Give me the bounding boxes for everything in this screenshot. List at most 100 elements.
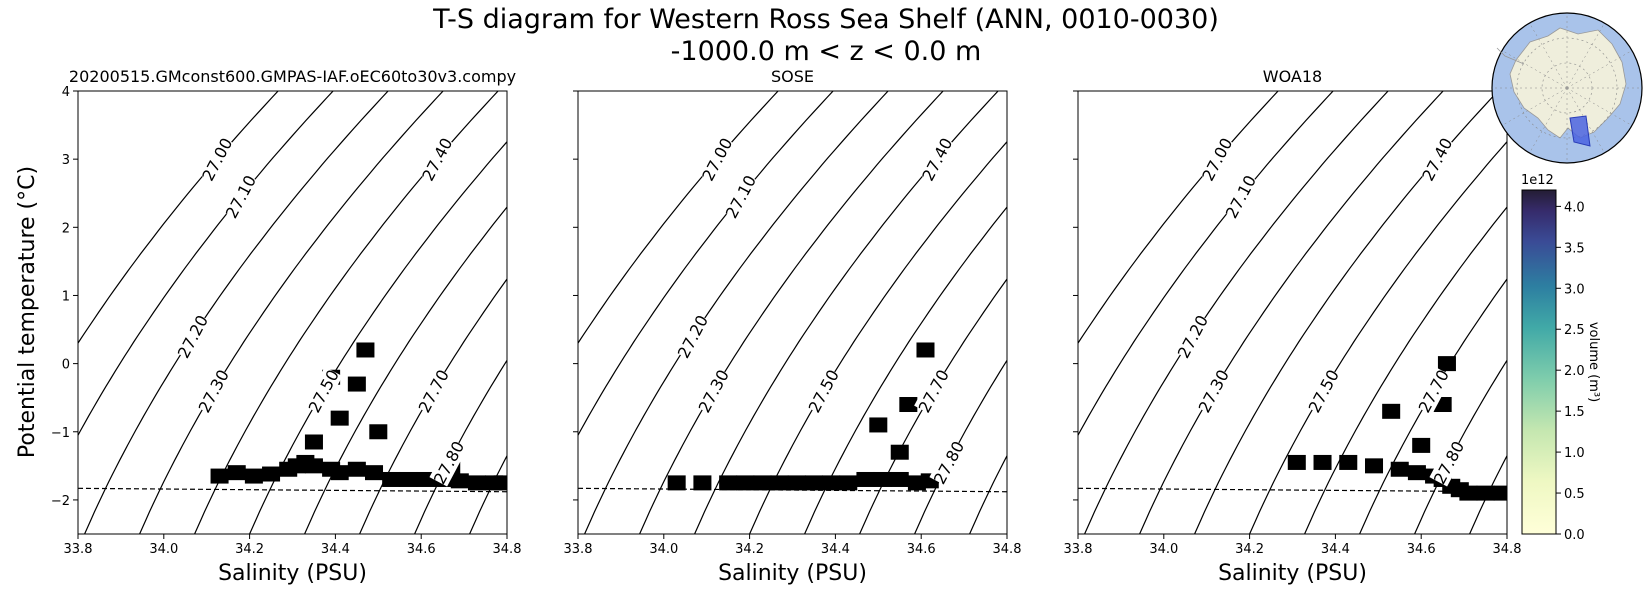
y-tick-label: −1 [51,426,70,441]
contour-label-bg [1304,366,1343,416]
contour-label-bg [804,366,843,416]
colorbar-label: volume (m³) [1586,322,1601,402]
colorbar-tick-label: 4.0 [1564,200,1585,215]
heatmap-bin [450,473,469,489]
density-contour-27.50 [749,140,1007,534]
contour-label-text: 27.50 [305,366,343,415]
y-axis-label: Potential temperature (°C) [15,166,40,458]
plot-frame [577,90,1008,535]
contour-label-27.70: 27.70 [914,366,953,416]
contour-label-bg [1194,366,1233,416]
density-contour-27.90 [469,454,507,534]
x-tick-label: 34.4 [321,542,350,557]
x-tick-label: 33.8 [1064,542,1093,557]
plot-area: 27.0027.1027.2027.3027.4027.5027.6027.70… [78,91,566,534]
heatmap-bin [667,475,686,491]
heatmap-bin [493,475,507,491]
heatmap-bin [356,342,375,358]
colorbar-tick-label: 3.5 [1564,241,1585,256]
contour-label-bg [1417,135,1457,184]
contour-label-27.30: 27.30 [694,366,733,416]
density-contour-27.10 [78,91,334,437]
contour-label-text: 27.20 [674,312,712,361]
density-contour-27.00 [1078,91,1279,345]
x-tick-label: 34.8 [993,542,1022,557]
heatmap-bin [244,468,263,484]
x-tick-label: 34.0 [1149,542,1178,557]
x-tick-label: 34.8 [493,542,522,557]
x-axis-label: Salinity (PSU) [1218,561,1367,586]
colorbar-tick-label: 2.0 [1564,364,1585,379]
heatmap-bin [1459,485,1478,501]
contour-label-text: 27.20 [174,312,212,361]
contour-label-bg [721,172,760,221]
x-tick-label: 34.4 [1321,542,1350,557]
contour-label-bg [1023,472,1061,520]
contour-label-text: 27.00 [198,135,236,184]
contour-label-27.50: 27.50 [304,366,343,416]
colorbar-tick-label: 2.5 [1564,323,1585,338]
plot-frame [1077,90,1508,535]
contour-label-bg [1028,135,1066,183]
contour-label-text: 27.10 [722,172,760,221]
heatmap-bin [890,444,909,460]
contour-label-bg [221,172,260,221]
x-axis-label: Salinity (PSU) [218,561,367,586]
contour-label-27.20: 27.20 [1173,312,1212,361]
heatmap-bin [1493,485,1507,501]
density-contour-27.70 [359,278,507,534]
contour-label-bg [194,366,233,416]
density-contour-27.10 [1078,91,1334,437]
contour-label-bg [414,366,453,416]
density-contour-27.20 [84,91,389,534]
heatmap-bin [839,475,858,491]
panel-2: 27.0027.1027.2027.3027.4027.5027.6027.70… [564,67,1066,586]
contour-label-27.00: 27.00 [697,135,737,184]
colorbar: 1e12 volume (m³) 0.0 0.5 1.0 1.5 2.0 2.5 3.0 3.… [1521,173,1601,543]
heatmap-bin [304,458,323,474]
contour-label-bg [1221,172,1260,221]
contour-label-text: 28.00 [1023,472,1061,521]
density-contour-27.30 [139,91,444,534]
contour-label-text: 28.00 [523,472,561,521]
x-tick-label: 34.8 [1493,542,1522,557]
contour-label-text: 27.70 [915,366,953,415]
contour-label-text: 27.60 [528,135,566,184]
contour-label-27.10: 27.10 [1221,172,1260,222]
contour-label-text: 27.00 [1198,135,1236,184]
x-tick-label: 33.8 [564,542,593,557]
contour-label-bg [673,312,712,361]
antarctica-inset-map [1491,12,1643,164]
plot-frame [77,90,508,535]
x-tick-label: 34.6 [907,542,936,557]
heatmap-bin [1407,465,1426,481]
density-contour-27.00 [578,91,779,345]
y-tick-label: 1 [62,289,70,304]
x-tick-label: 34.6 [1407,542,1436,557]
density-contour-27.10 [578,91,834,437]
density-contour-27.70 [859,278,1007,534]
contour-label-bg [1197,135,1237,184]
contour-label-bg [528,135,566,183]
heatmap-bin [227,465,246,481]
contour-label-bg [304,366,343,416]
panel-3: 27.0027.1027.2027.3027.4027.5027.6027.70… [1064,67,1522,586]
contour-label-bg [697,135,737,184]
contour-label-27.20: 27.20 [173,312,212,361]
heatmap-bin [330,410,349,426]
heatmap-bin [1287,454,1306,470]
contour-label-27.00: 27.00 [197,135,236,184]
x-tick-label: 34.6 [407,542,436,557]
y-tick-label: 0 [62,358,70,373]
density-contour-27.60 [804,206,1007,534]
x-tick-label: 34.2 [735,542,764,557]
freezing-line [78,487,507,493]
density-contour-27.50 [1249,140,1507,534]
contour-label-bg [429,438,468,487]
x-tick-label: 34.0 [649,542,678,557]
x-tick-label: 34.0 [149,542,178,557]
panel-title: WOA18 [1263,67,1322,86]
contour-label-bg [1429,438,1468,487]
contour-label-text: 27.00 [698,135,736,184]
contour-label-text: 27.60 [1028,135,1066,184]
